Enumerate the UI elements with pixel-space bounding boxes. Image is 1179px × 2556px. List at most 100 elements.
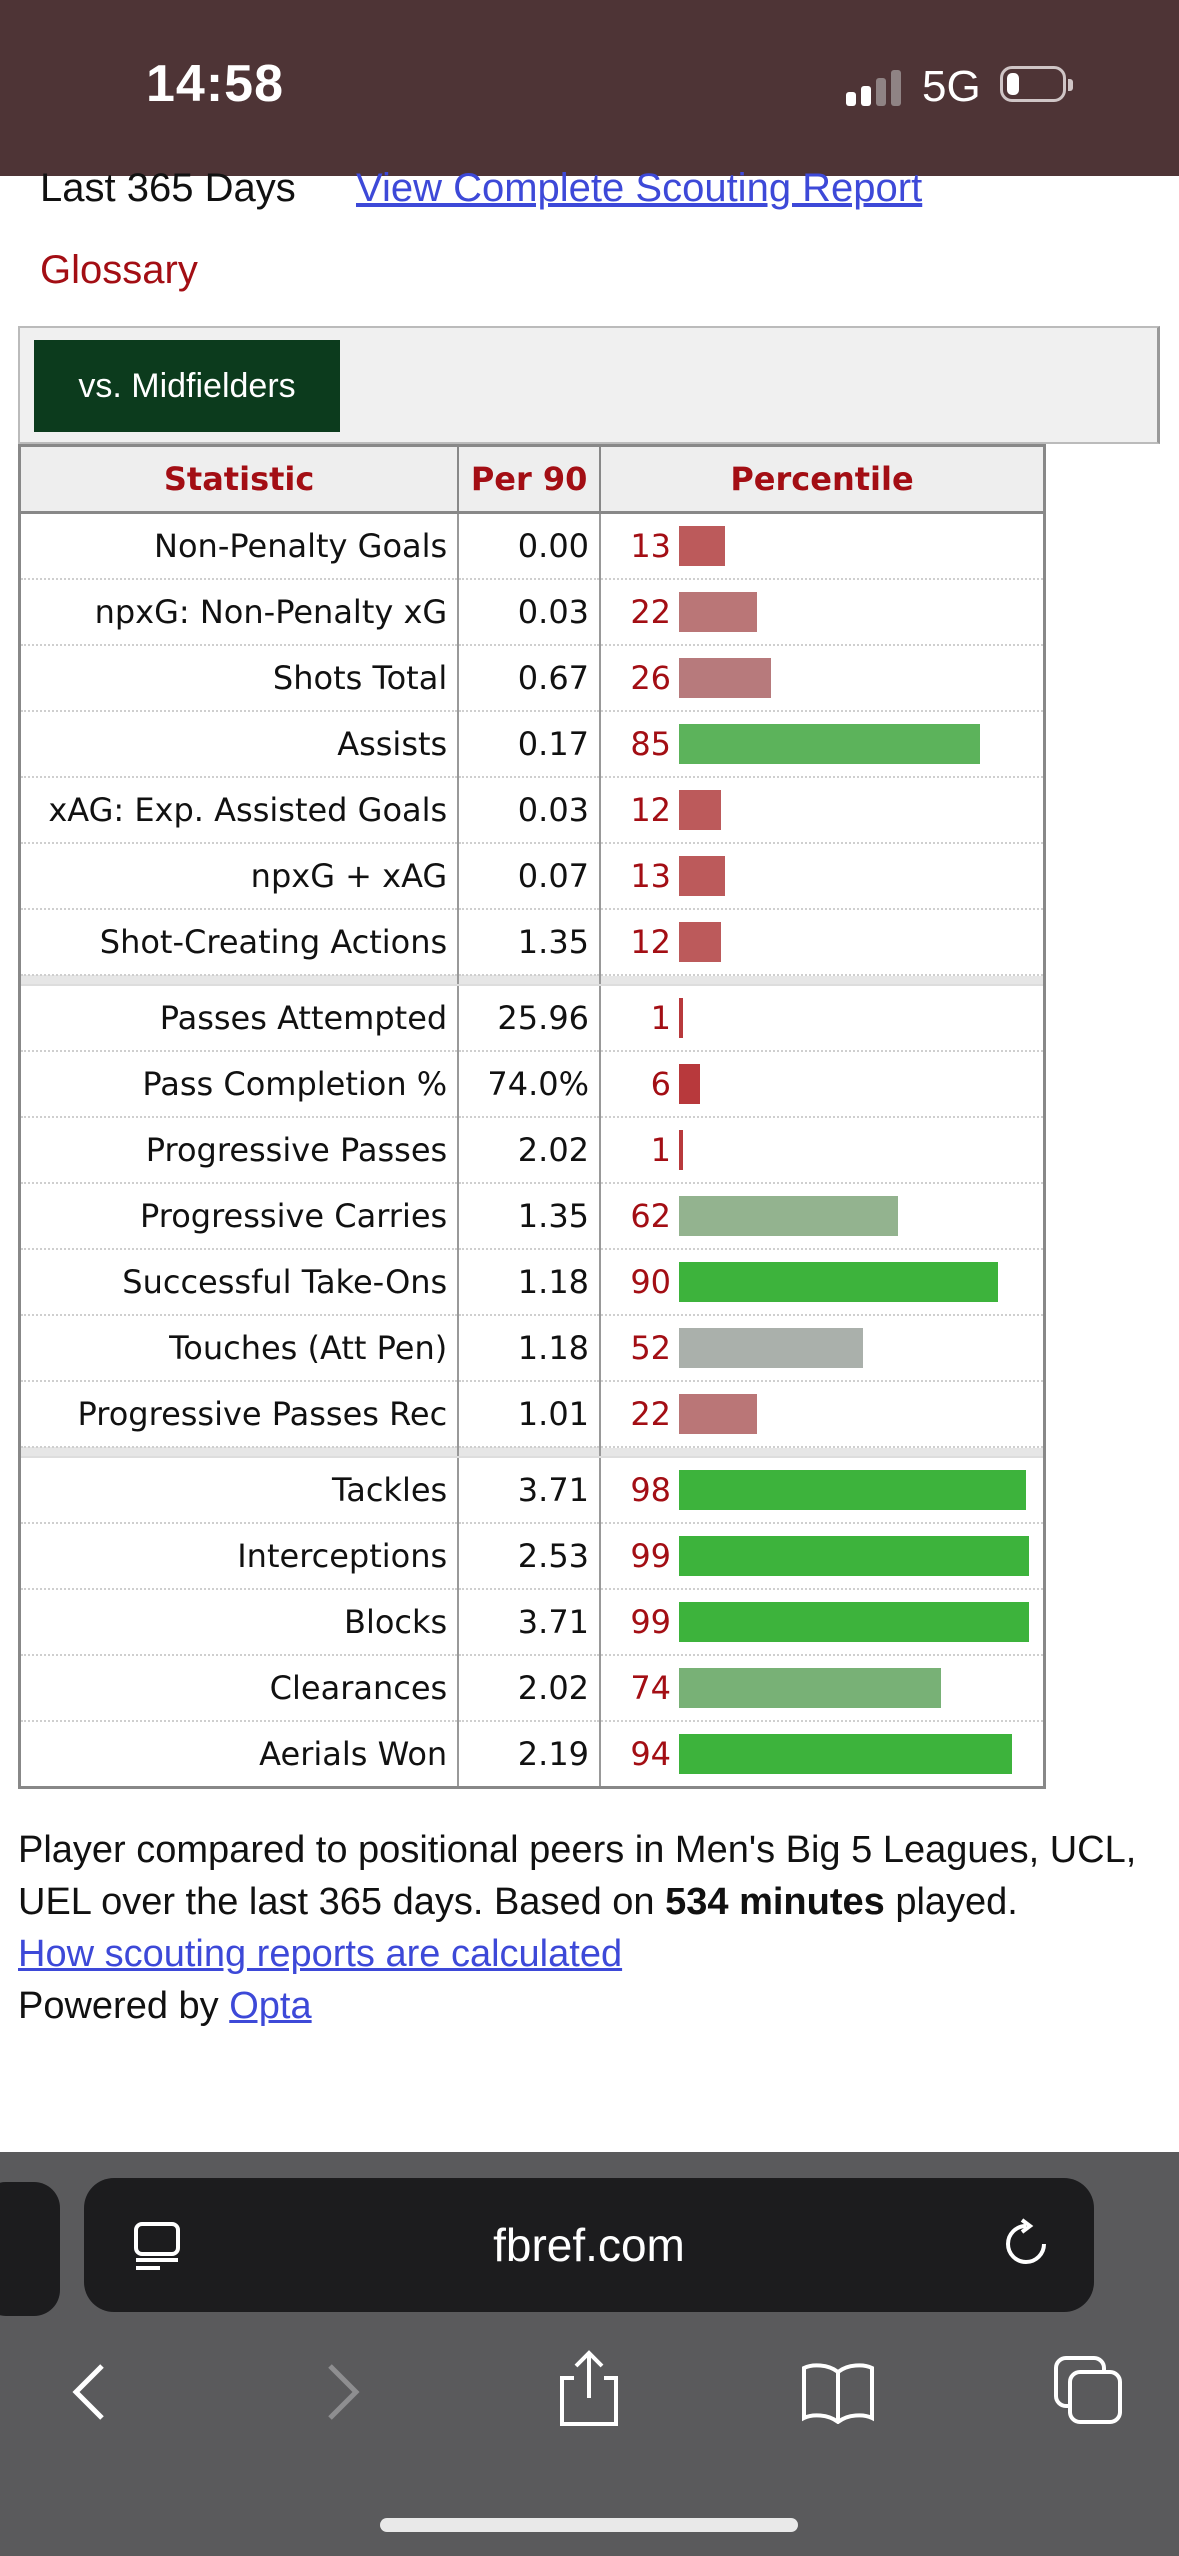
stat-name: npxG: Non-Penalty xG xyxy=(19,579,460,646)
per90-value: 0.17 xyxy=(458,711,602,778)
table-row: xAG: Exp. Assisted Goals 0.03 12 xyxy=(19,777,1045,844)
stat-name: Shot-Creating Actions xyxy=(19,909,460,976)
table-row: Interceptions 2.53 99 xyxy=(19,1523,1045,1590)
percentile-bar xyxy=(679,922,722,962)
table-row: Shots Total 0.67 26 xyxy=(19,645,1045,712)
stat-name: Tackles xyxy=(19,1457,460,1524)
percentile-cell: 12 xyxy=(600,777,1045,844)
table-row: Aerials Won 2.19 94 xyxy=(19,1721,1045,1789)
percentile-value: 26 xyxy=(630,659,672,697)
per90-value: 3.71 xyxy=(458,1457,602,1524)
percentile-cell: 85 xyxy=(600,711,1045,778)
percentile-cell: 13 xyxy=(600,843,1045,910)
percentile-cell: 12 xyxy=(600,909,1045,976)
forward-icon[interactable] xyxy=(318,2352,368,2432)
statistic-header[interactable]: Statistic xyxy=(19,445,460,514)
percentile-value: 13 xyxy=(630,857,672,895)
stat-name: Aerials Won xyxy=(19,1721,460,1789)
percentile-bar xyxy=(679,1470,1027,1510)
home-indicator[interactable] xyxy=(380,2518,798,2532)
calculation-link[interactable]: How scouting reports are calculated xyxy=(18,1933,623,1975)
table-row: Progressive Passes Rec 1.01 22 xyxy=(19,1381,1045,1448)
percentile-value: 62 xyxy=(630,1197,672,1235)
percentile-bar xyxy=(679,1602,1030,1642)
per90-value: 2.53 xyxy=(458,1523,602,1590)
percentile-value: 98 xyxy=(630,1471,672,1509)
percentile-bar xyxy=(679,1196,899,1236)
percentile-value: 52 xyxy=(630,1329,672,1367)
share-icon[interactable] xyxy=(554,2348,624,2428)
stat-name: Blocks xyxy=(19,1589,460,1656)
percentile-cell: 26 xyxy=(600,645,1045,712)
stat-name: Assists xyxy=(19,711,460,778)
stat-name: Passes Attempted xyxy=(19,985,460,1052)
stat-name: Clearances xyxy=(19,1655,460,1722)
bookmarks-icon[interactable] xyxy=(800,2362,876,2424)
table-row: Shot-Creating Actions 1.35 12 xyxy=(19,909,1045,976)
percentile-cell: 99 xyxy=(600,1589,1045,1656)
reader-icon[interactable] xyxy=(134,2222,180,2270)
previous-tab-peek[interactable] xyxy=(0,2182,60,2316)
percentile-cell: 1 xyxy=(600,1117,1045,1184)
percentile-header[interactable]: Percentile xyxy=(600,445,1045,514)
per90-value: 2.19 xyxy=(458,1721,602,1789)
table-row: Touches (Att Pen) 1.18 52 xyxy=(19,1315,1045,1382)
percentile-value: 99 xyxy=(630,1603,672,1641)
percentile-value: 12 xyxy=(630,791,672,829)
stat-name: Progressive Carries xyxy=(19,1183,460,1250)
signal-icon xyxy=(846,70,906,106)
percentile-bar xyxy=(679,1262,999,1302)
table-row: Passes Attempted 25.96 1 xyxy=(19,985,1045,1052)
percentile-bar xyxy=(679,856,726,896)
minutes-played: 534 minutes xyxy=(665,1881,885,1923)
per90-value: 1.35 xyxy=(458,909,602,976)
table-row: Clearances 2.02 74 xyxy=(19,1655,1045,1722)
stat-name: Touches (Att Pen) xyxy=(19,1315,460,1382)
percentile-bar xyxy=(679,526,726,566)
glossary-link[interactable]: Glossary xyxy=(40,248,198,292)
percentile-value: 94 xyxy=(630,1735,672,1773)
table-row: Blocks 3.71 99 xyxy=(19,1589,1045,1656)
per90-value: 0.67 xyxy=(458,645,602,712)
vs-midfielders-button[interactable]: vs. Midfielders xyxy=(34,340,340,432)
back-icon[interactable] xyxy=(64,2352,114,2432)
table-row: Non-Penalty Goals 0.00 13 xyxy=(19,512,1045,580)
table-row: Progressive Carries 1.35 62 xyxy=(19,1183,1045,1250)
section-separator xyxy=(19,975,1045,986)
period-label: Last 365 Days xyxy=(40,166,296,210)
per90-value: 0.03 xyxy=(458,777,602,844)
status-time: 14:58 xyxy=(146,55,284,113)
percentile-bar xyxy=(679,1130,684,1170)
scouting-report-link[interactable]: View Complete Scouting Report xyxy=(356,166,923,210)
per90-value: 1.35 xyxy=(458,1183,602,1250)
powered-by-label: Powered by xyxy=(18,1985,219,2027)
reload-icon[interactable] xyxy=(1000,2218,1052,2270)
percentile-cell: 13 xyxy=(600,512,1045,580)
percentile-value: 22 xyxy=(630,593,672,631)
table-row: npxG + xAG 0.07 13 xyxy=(19,843,1045,910)
stat-name: xAG: Exp. Assisted Goals xyxy=(19,777,460,844)
percentile-value: 1 xyxy=(650,1131,672,1169)
percentile-cell: 22 xyxy=(600,579,1045,646)
percentile-bar xyxy=(679,1536,1030,1576)
percentile-cell: 62 xyxy=(600,1183,1045,1250)
url-text: fbref.com xyxy=(493,2219,685,2271)
opta-link[interactable]: Opta xyxy=(229,1985,312,2027)
scouting-report-table: Statistic Per 90 Percentile Non-Penalty … xyxy=(18,444,1046,1789)
per90-header[interactable]: Per 90 xyxy=(458,445,602,514)
tabs-icon[interactable] xyxy=(1052,2354,1124,2426)
percentile-value: 99 xyxy=(630,1537,672,1575)
per90-value: 3.71 xyxy=(458,1589,602,1656)
percentile-value: 85 xyxy=(630,725,672,763)
percentile-value: 12 xyxy=(630,923,672,961)
stat-name: Progressive Passes xyxy=(19,1117,460,1184)
per90-value: 2.02 xyxy=(458,1655,602,1722)
address-bar[interactable]: fbref.com xyxy=(84,2178,1094,2312)
footer-text-after: played. xyxy=(884,1881,1018,1923)
status-bar: 14:58 5G xyxy=(0,0,1179,176)
stat-name: Pass Completion % xyxy=(19,1051,460,1118)
network-label: 5G xyxy=(922,62,981,111)
footer-text-before: Player compared to positional peers in M… xyxy=(18,1829,1137,1923)
stat-name: Progressive Passes Rec xyxy=(19,1381,460,1448)
per90-value: 0.00 xyxy=(458,512,602,580)
